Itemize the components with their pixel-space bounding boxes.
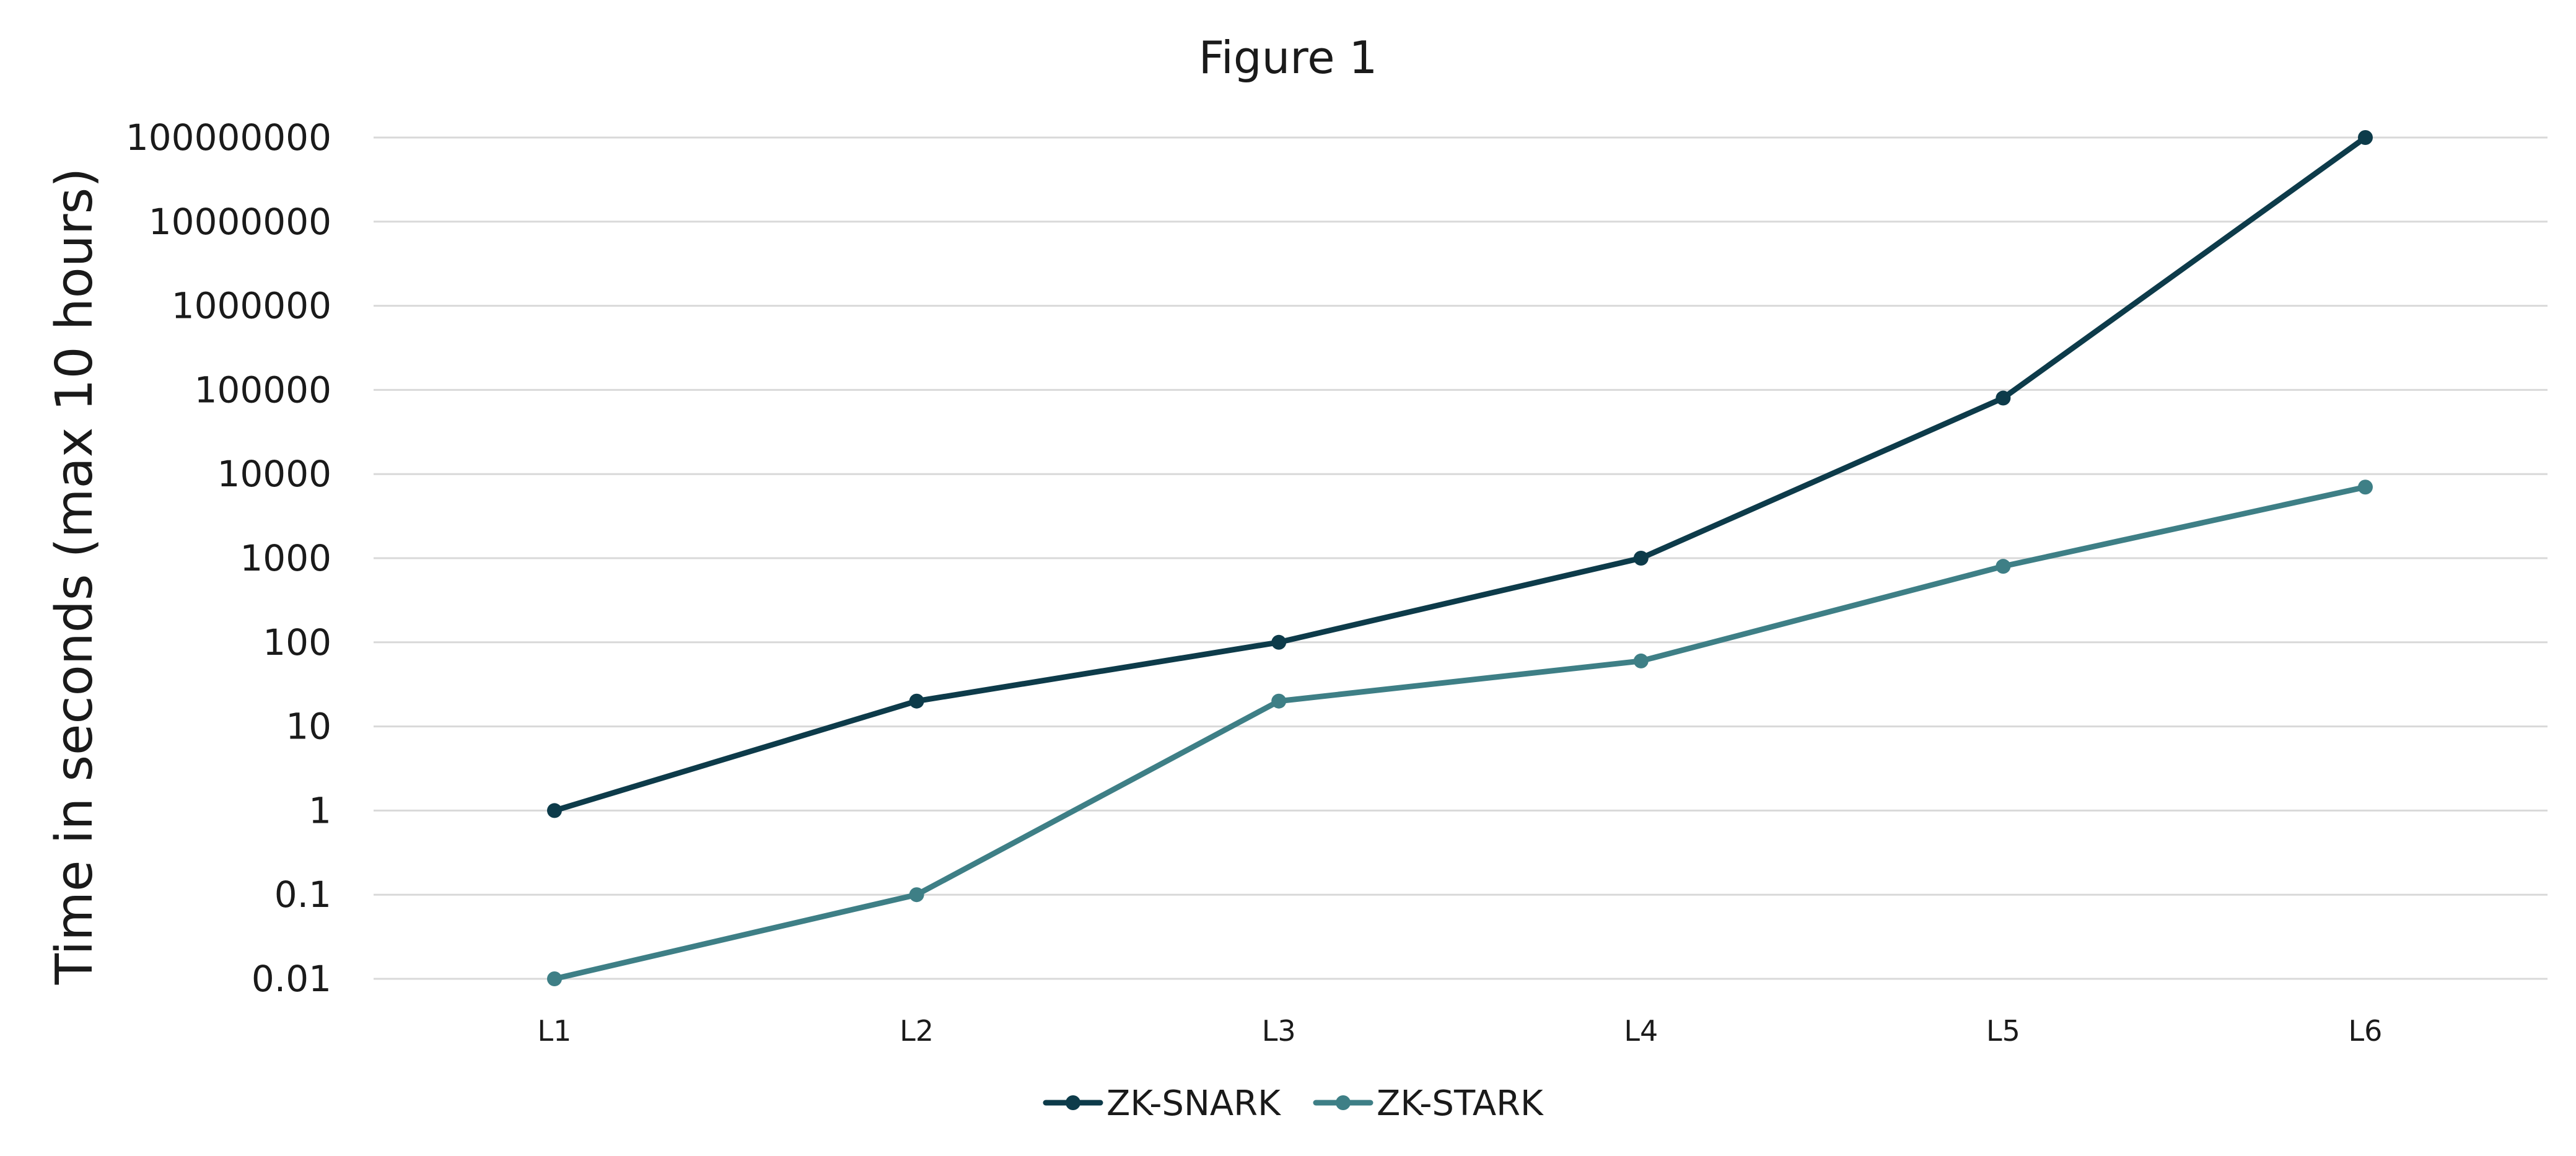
y-tick-label: 0.01 <box>252 958 331 1000</box>
data-point <box>1633 653 1649 668</box>
legend-marker-icon <box>1066 1095 1080 1110</box>
y-tick-labels: 0.01 0.1 1 10 100 1000 10000 100000 1000000 10000… <box>126 116 331 1000</box>
data-point <box>1996 390 2011 406</box>
legend-marker-icon <box>1336 1095 1351 1110</box>
data-point <box>547 803 562 818</box>
data-point <box>1633 551 1649 566</box>
y-tick-label: 1000000 <box>172 285 331 327</box>
y-tick-label: 100000000 <box>126 116 331 159</box>
y-tick-label: 0.1 <box>274 874 331 916</box>
data-point <box>909 693 924 709</box>
x-tick-label: L4 <box>1624 1014 1658 1048</box>
y-tick-label: 100 <box>263 621 331 663</box>
x-tick-labels: L1 L2 L3 L4 L5 L6 <box>538 1014 2383 1048</box>
y-tick-label: 10 <box>286 706 331 748</box>
series-line <box>551 134 2368 813</box>
x-tick-label: L2 <box>900 1014 934 1048</box>
x-tick-label: L5 <box>1986 1014 2020 1048</box>
y-tick-label: 10000000 <box>149 201 331 243</box>
series-lines <box>547 130 2373 986</box>
y-tick-label: 1000 <box>240 537 331 579</box>
data-point <box>909 887 924 903</box>
series-line <box>551 484 2368 982</box>
data-point <box>2358 479 2373 495</box>
y-axis-label: Time in seconds (max 10 hours) <box>45 168 104 985</box>
x-tick-label: L1 <box>538 1014 572 1048</box>
data-point <box>1996 559 2011 574</box>
legend-label: ZK-SNARK <box>1106 1084 1281 1124</box>
gridlines <box>374 136 2548 980</box>
data-point <box>1271 634 1287 650</box>
y-tick-label: 10000 <box>217 453 331 495</box>
x-tick-label: L3 <box>1262 1014 1296 1048</box>
x-tick-label: L6 <box>2349 1014 2383 1048</box>
data-point <box>547 971 562 986</box>
data-point <box>1271 693 1287 709</box>
data-point <box>2358 130 2373 145</box>
legend-label: ZK-STARK <box>1377 1084 1544 1124</box>
y-tick-label: 1 <box>309 789 331 831</box>
y-tick-label: 100000 <box>195 369 331 411</box>
legend: ZK-SNARK ZK-STARK <box>1043 1084 1544 1124</box>
chart-title: Figure 1 <box>1199 32 1378 84</box>
